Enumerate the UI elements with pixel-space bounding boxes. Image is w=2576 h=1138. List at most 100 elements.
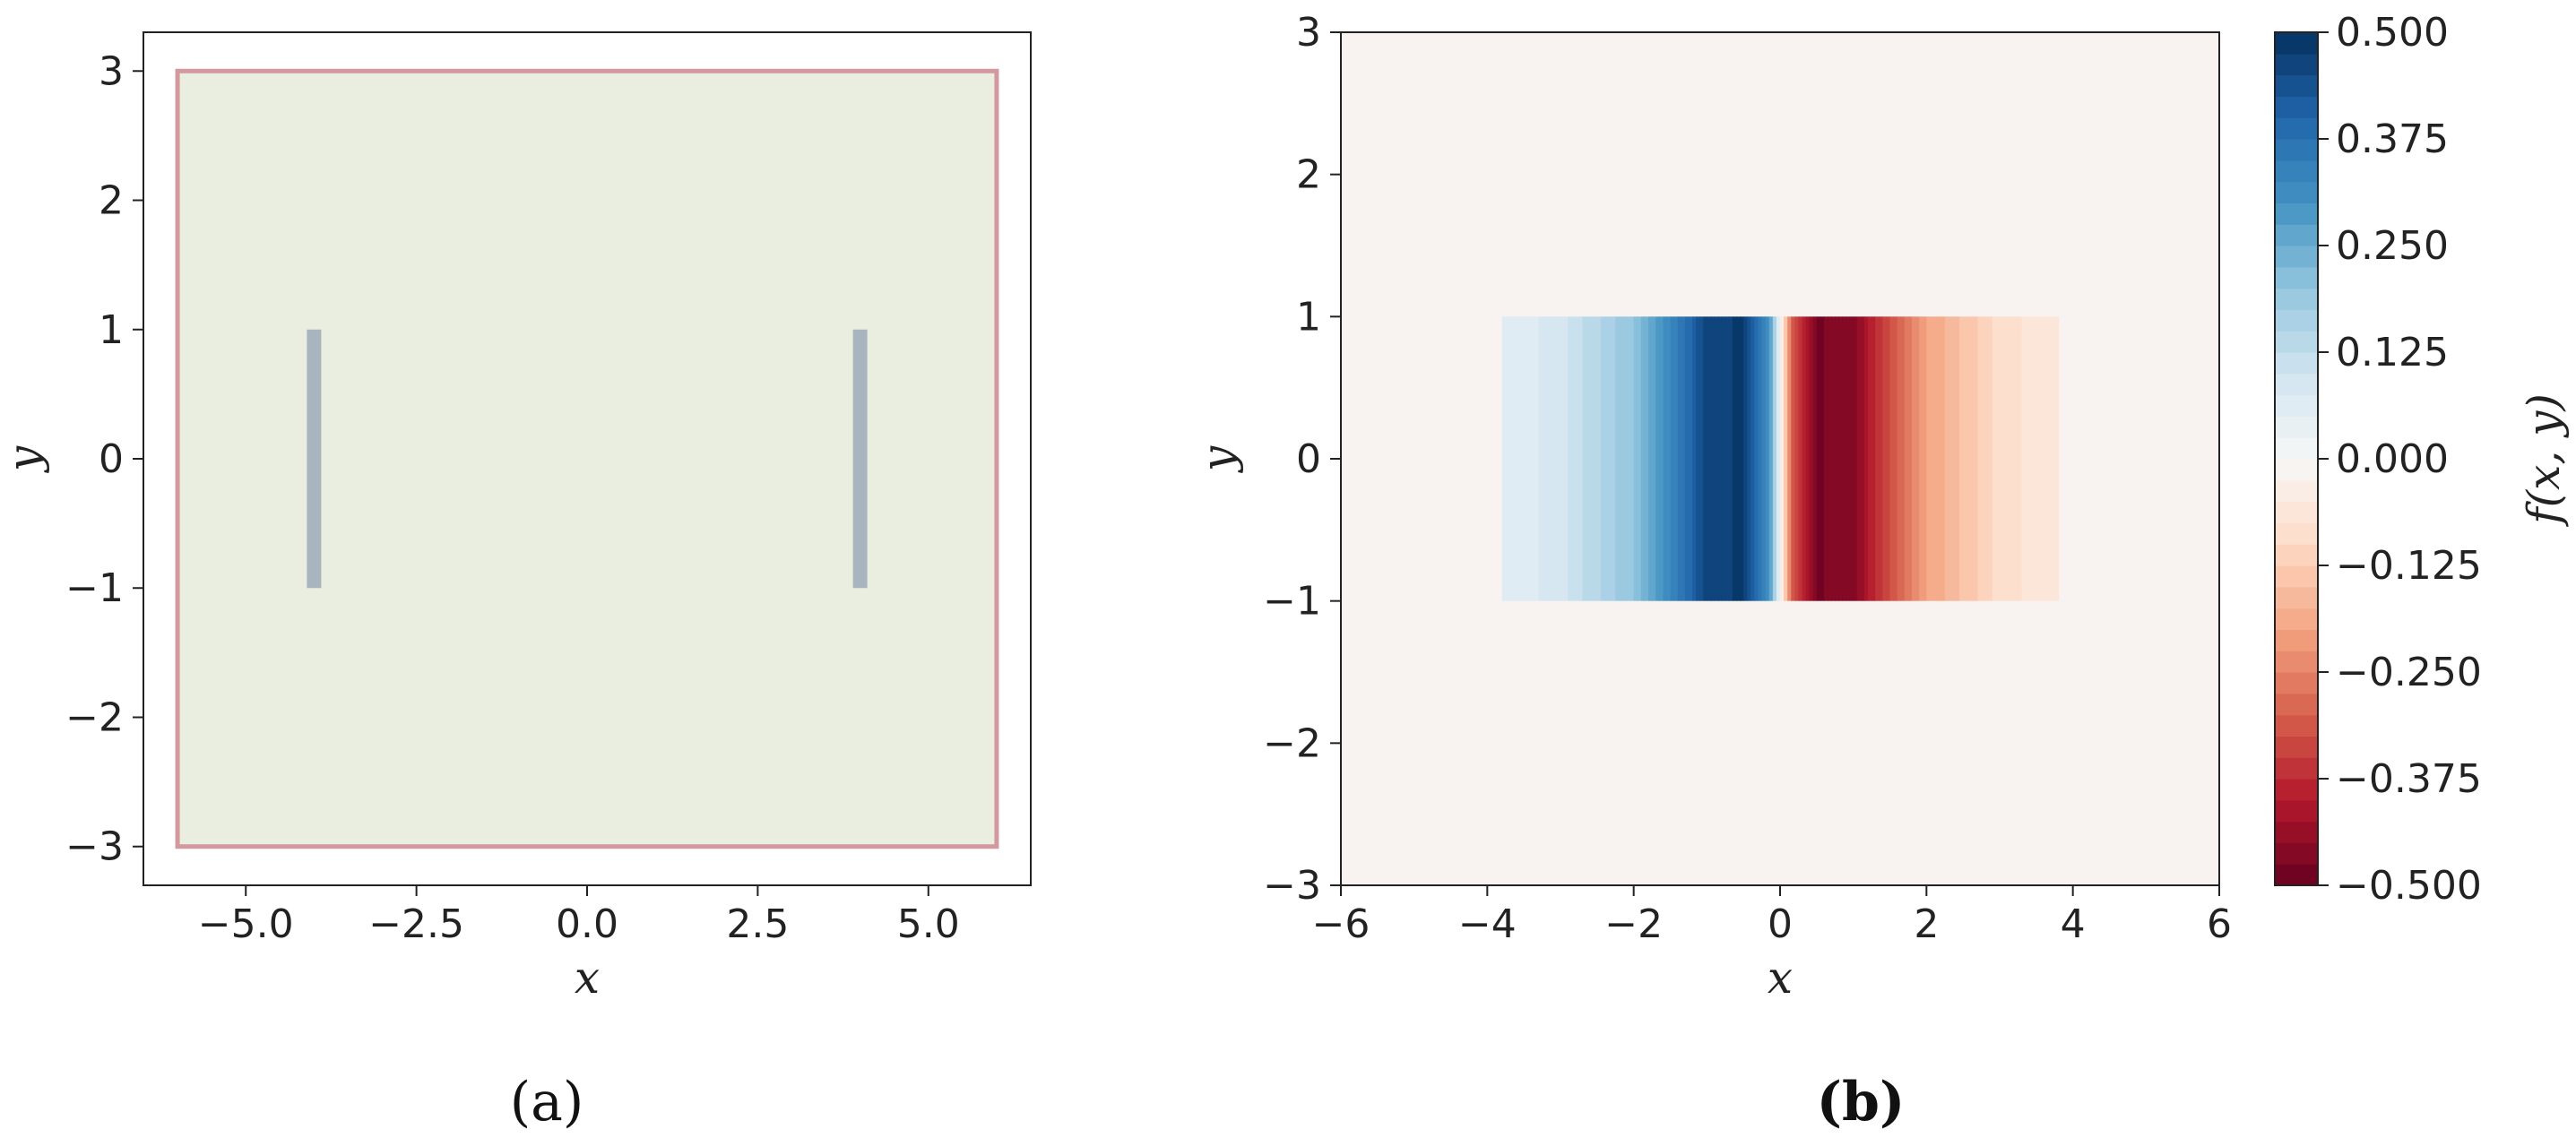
field-strip <box>1622 316 1628 601</box>
field-strip <box>1655 316 1661 601</box>
field-strip <box>1564 316 1569 601</box>
field-strip <box>1710 316 1716 601</box>
field-strip <box>1995 316 2001 601</box>
field-strip <box>1633 316 1638 601</box>
field-strip <box>1787 316 1793 601</box>
field-strip <box>1944 316 1949 601</box>
field-strip <box>1534 316 1540 601</box>
colorbar-segment <box>2275 309 2318 332</box>
field-strip <box>1505 316 1510 601</box>
colorbar-segment <box>2275 373 2318 396</box>
plates-group <box>307 329 868 589</box>
panel-a-y-tick-label: 0 <box>99 436 124 482</box>
panel-a-y-tick-label: 1 <box>99 307 124 353</box>
panel-b-chart: −6 −4 −2 0 2 4 6 −3 −2 −1 0 1 2 3 x y (b) 0.500 0.375… <box>1192 10 2570 1134</box>
field-strip <box>1835 316 1840 601</box>
colorbar-segment <box>2275 693 2318 716</box>
field-strip <box>1538 316 1543 601</box>
panel-a-y-ticks: −3 −2 −1 0 1 2 3 <box>65 48 143 870</box>
field-strip <box>1886 316 1891 601</box>
panel-a-x-tick-label: 2.5 <box>726 901 789 947</box>
field-strip <box>1728 316 1733 601</box>
field-strip <box>1512 316 1517 601</box>
panel-a-y-axis-label: y <box>0 445 50 473</box>
field-strip <box>1556 316 1561 601</box>
field-strip <box>1586 316 1591 601</box>
field-strip <box>1816 316 1821 601</box>
field-strip <box>1959 316 1964 601</box>
field-strip <box>1824 316 1828 601</box>
colorbar-segment <box>2275 672 2318 694</box>
panel-a-y-tick-label: 2 <box>99 178 124 224</box>
field-strip <box>1933 316 1939 601</box>
field-strip <box>1809 316 1814 601</box>
field-strip <box>1863 316 1869 601</box>
field-strip <box>1640 316 1646 601</box>
field-strip <box>1758 316 1763 601</box>
field-strip <box>1926 316 1932 601</box>
field-strip <box>1740 316 1744 601</box>
field-strip <box>1593 316 1598 601</box>
colorbar-ticks: 0.500 0.375 0.250 0.125 0.000 −0.125 −0.250 −0.… <box>2318 10 2482 909</box>
field-strip <box>1549 316 1554 601</box>
field-strip <box>1798 316 1803 601</box>
field-strip <box>1754 316 1759 601</box>
colorbar-segment <box>2275 331 2318 353</box>
field-strip <box>1907 316 1913 601</box>
panel-b-y-tick-label: 2 <box>1296 152 1321 198</box>
colorbar-segment <box>2275 842 2318 865</box>
field-strip <box>1703 316 1708 601</box>
panel-b-y-tick-label: −1 <box>1263 579 1321 625</box>
colorbar-segment <box>2275 779 2318 801</box>
field-strip <box>1736 316 1741 601</box>
field-strip <box>1977 316 1983 601</box>
field-strip <box>1951 316 1957 601</box>
field-strip <box>1761 316 1767 601</box>
field-strip <box>2014 316 2019 601</box>
field-strip <box>1531 316 1536 601</box>
field-strip <box>1963 316 1968 601</box>
field-strip <box>1794 316 1800 601</box>
field-strip <box>1684 316 1690 601</box>
field-strip <box>1941 316 1946 601</box>
field-strip <box>1644 316 1649 601</box>
colorbar-segment <box>2275 608 2318 630</box>
panel-a-x-axis-label: x <box>575 952 600 1004</box>
field-strip <box>1915 316 1920 601</box>
field-strip <box>1527 316 1533 601</box>
colorbar-segment <box>2275 586 2318 609</box>
colorbar-segment <box>2275 224 2318 246</box>
field-strip <box>1923 316 1928 601</box>
colorbar-segment <box>2275 459 2318 481</box>
field-strip <box>1652 316 1656 601</box>
field-strip <box>2000 316 2004 601</box>
field-strip <box>1828 316 1832 601</box>
colorbar-segment <box>2275 714 2318 737</box>
colorbar-tick-label: −0.125 <box>2336 543 2482 589</box>
panel-b-x-tick-label: −4 <box>1458 901 1517 947</box>
field-strip <box>1743 316 1749 601</box>
field-strip <box>1838 316 1844 601</box>
field-strip <box>1582 316 1587 601</box>
panel-b-y-tick-label: −2 <box>1263 720 1321 766</box>
colorbar-tick-label: −0.500 <box>2336 863 2482 909</box>
field-strip <box>1560 316 1565 601</box>
field-strip <box>1666 316 1672 601</box>
field-strip <box>2036 316 2041 601</box>
colorbar-segment <box>2275 74 2318 97</box>
field-strip <box>2054 316 2060 601</box>
panel-a-x-tick-label: 0.0 <box>556 901 618 947</box>
field-strip <box>1750 316 1756 601</box>
field-strip <box>2047 316 2052 601</box>
field-strip <box>1974 316 1979 601</box>
field-strip <box>1776 316 1781 601</box>
field-strip <box>1681 316 1686 601</box>
panel-b-x-tick-label: −6 <box>1312 901 1370 947</box>
panel-a-x-tick-label: 5.0 <box>897 901 960 947</box>
field-strip <box>1780 316 1785 601</box>
field-strip <box>1868 316 1872 601</box>
field-strip <box>1937 316 1942 601</box>
field-strip <box>1575 316 1580 601</box>
colorbar-segment <box>2275 757 2318 780</box>
field-strip <box>1860 316 1865 601</box>
